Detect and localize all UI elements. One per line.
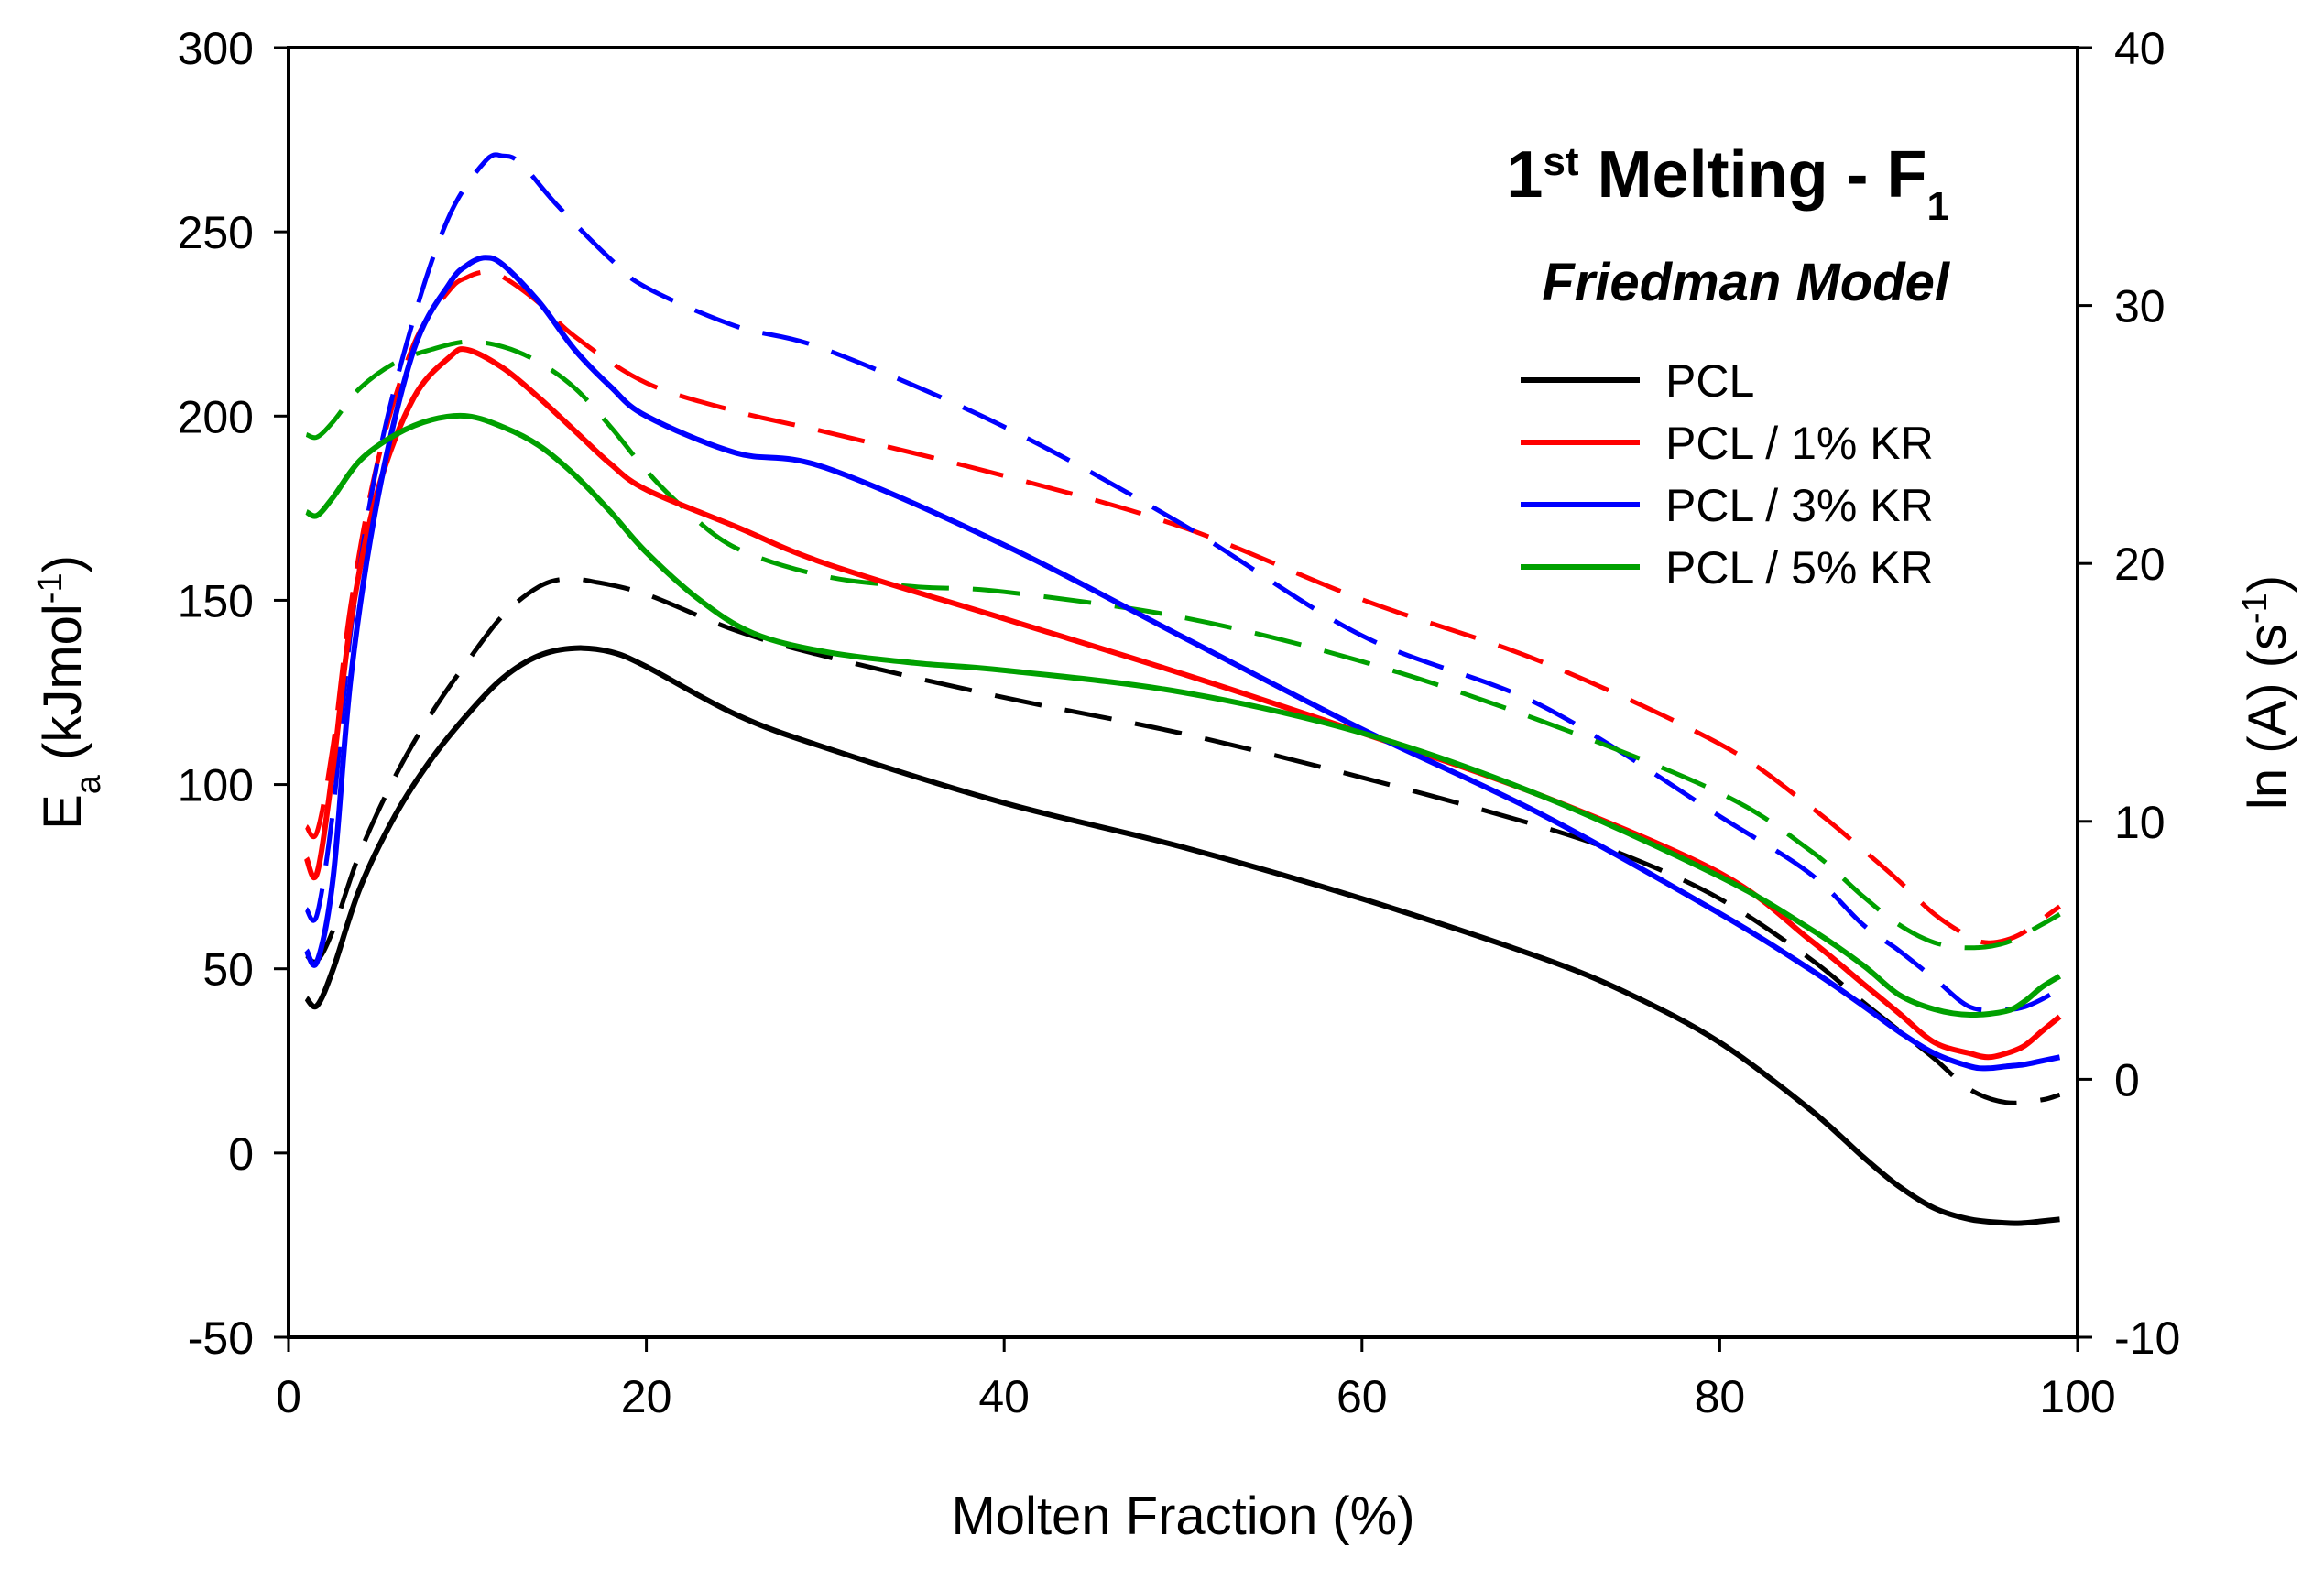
legend-label: PCL / 5% KR	[1665, 542, 1934, 593]
y-axis-title-base: E	[33, 794, 93, 830]
x-tick-label: 40	[978, 1371, 1030, 1422]
chart-title-num: 1	[1506, 138, 1543, 212]
y2-tick-label: 0	[2114, 1054, 2140, 1105]
y-axis-title-sup: -1	[31, 572, 70, 604]
y2-tick-label: -10	[2114, 1312, 2180, 1364]
series-lnA-line-3	[305, 339, 2061, 951]
x-tick-label: 80	[1695, 1371, 1746, 1422]
y-tick-label: -50	[188, 1312, 254, 1364]
y2-axis-title: ln (A) (s-1)	[2236, 575, 2297, 810]
plot-frame	[287, 46, 2079, 1339]
series-ea-line-1	[303, 346, 2062, 1061]
ticks-layer: 0 20 40 60 80 100 -50 0 50 100 150 200 250 300 -10 0 10 2…	[178, 23, 2181, 1422]
y-axis-title-mid: (kJmol	[33, 604, 93, 775]
x-tick-label: 100	[2039, 1371, 2115, 1422]
x-tick-label: 60	[1337, 1371, 1388, 1422]
chart-title-sup: st	[1543, 139, 1578, 184]
y-tick-label: 50	[202, 944, 254, 996]
legend-label: PCL	[1665, 355, 1754, 407]
series-ea-line-0	[304, 645, 2060, 1226]
y2-tick-label: 40	[2114, 23, 2166, 74]
series-layer	[303, 152, 2062, 1226]
x-tick-label: 0	[276, 1371, 301, 1422]
y-axis-title-sub: a	[70, 774, 108, 794]
legend: PCL PCL / 1% KR PCL / 3% KR PCL / 5% KR	[1521, 355, 1934, 593]
chart-title-rest: Melting - F	[1579, 138, 1927, 212]
y-axis-title-end: )	[33, 555, 93, 572]
y2-axis-title-sup: -1	[2236, 593, 2275, 624]
y2-tick-label: 20	[2114, 539, 2166, 590]
y-tick-label: 250	[178, 207, 254, 258]
y-tick-label: 300	[178, 23, 254, 74]
legend-label: PCL / 3% KR	[1665, 480, 1934, 531]
chart-subtitle: Friedman Model	[1542, 253, 1951, 312]
series-ea-line-2	[303, 255, 2061, 1072]
y2-tick-label: 30	[2114, 281, 2166, 332]
y-tick-label: 0	[228, 1128, 254, 1180]
chart-title: 1st Melting - F1	[1506, 138, 1949, 229]
series-ea-line-3	[305, 412, 2062, 1018]
y2-tick-label: 10	[2114, 797, 2166, 848]
series-lnA-line-2	[304, 152, 2061, 1013]
y-axis-title: Ea (kJmol-1)	[31, 555, 108, 830]
x-axis-title: Molten Fraction (%)	[951, 1486, 1414, 1546]
legend-label: PCL / 1% KR	[1665, 418, 1934, 469]
x-tick-label: 20	[621, 1371, 672, 1422]
y-tick-label: 200	[178, 391, 254, 442]
series-lnA-line-1	[304, 269, 2061, 945]
y-tick-label: 150	[178, 575, 254, 626]
chart-title-sub: 1	[1927, 184, 1949, 229]
y-tick-label: 100	[178, 760, 254, 811]
y2-axis-title-base: ln (A) (s	[2238, 624, 2297, 810]
y2-axis-title-end: )	[2238, 575, 2297, 593]
